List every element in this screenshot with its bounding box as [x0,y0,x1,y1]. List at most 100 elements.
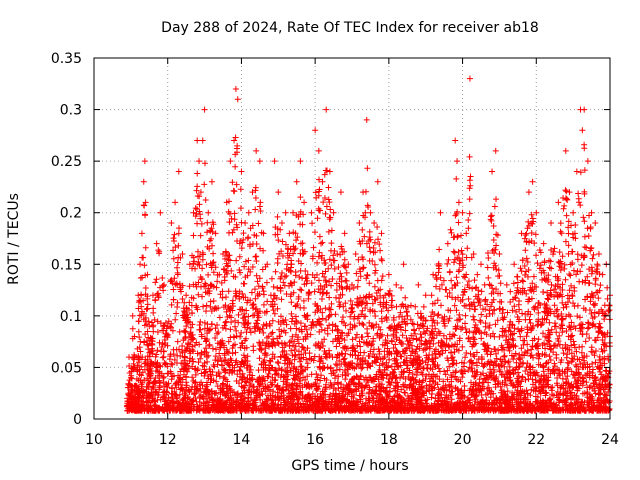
data-point [556,249,563,256]
data-point [325,184,332,191]
data-point [402,327,409,334]
data-point [311,229,318,236]
data-point [487,213,494,220]
data-point [315,277,322,284]
data-point [574,387,581,394]
data-point [318,296,325,303]
data-point [343,307,350,314]
data-point [142,284,149,291]
data-point [231,137,238,144]
data-point [510,280,517,287]
data-point [565,360,572,367]
data-point [558,310,565,317]
data-point [297,158,304,165]
data-point [514,273,521,280]
data-point [168,360,175,367]
data-point [558,230,565,237]
data-point [174,259,181,266]
data-point [194,183,201,190]
data-point [175,242,182,249]
data-point [315,253,322,260]
data-point [349,336,356,343]
data-point [168,301,175,308]
data-point [304,345,311,352]
data-point [531,306,538,313]
data-point [459,209,466,216]
data-point [464,245,471,252]
data-point [374,277,381,284]
data-point [501,363,508,370]
data-point [525,189,532,196]
data-point [194,137,201,144]
data-point [393,303,400,310]
data-point [599,271,606,278]
data-point [274,255,281,262]
data-point [186,283,193,290]
data-point [540,288,547,295]
data-point [560,205,567,212]
data-point [330,209,337,216]
data-point [488,290,495,297]
data-point [213,284,220,291]
data-point [259,325,266,332]
data-point [264,298,271,305]
data-point [326,256,333,263]
data-point [452,137,459,144]
data-point [583,379,590,386]
data-point [135,328,142,335]
data-point [469,285,476,292]
data-point [298,287,305,294]
data-point [244,353,251,360]
data-point [491,203,498,210]
data-point [533,209,540,216]
data-point [253,147,260,154]
data-point [362,188,369,195]
data-point [568,368,575,375]
data-point [310,244,317,251]
data-point [369,341,376,348]
data-point [349,281,355,288]
data-point [231,210,238,217]
data-point [592,220,599,227]
data-point [563,188,570,195]
data-point [562,276,569,283]
data-point [274,358,281,365]
data-point [467,173,474,180]
data-points [124,75,613,414]
data-point [528,229,535,236]
data-point [309,220,316,227]
data-point [205,209,212,216]
data-point [246,325,253,332]
data-point [456,260,463,267]
data-point [333,294,340,301]
data-point [174,264,181,271]
data-point [327,214,334,221]
data-point [316,176,323,183]
data-point [341,230,348,237]
data-point [269,317,276,324]
data-point [561,202,568,209]
data-point [574,251,581,258]
data-point [212,325,219,332]
data-point [373,321,380,328]
data-point [295,340,302,347]
data-point [595,295,602,302]
data-point [489,285,496,292]
data-point [225,288,232,295]
data-point [152,279,159,286]
data-point [507,298,514,305]
data-point [252,206,259,213]
data-point [237,186,244,193]
data-point [278,220,285,227]
data-point [334,250,341,257]
data-point [150,309,157,316]
data-point [396,313,403,320]
data-point [488,282,495,289]
data-point [422,375,429,382]
data-point [352,334,359,341]
data-point [319,178,326,185]
data-point [570,209,577,216]
data-point [366,280,373,287]
data-point [237,269,244,276]
data-point [375,236,382,243]
